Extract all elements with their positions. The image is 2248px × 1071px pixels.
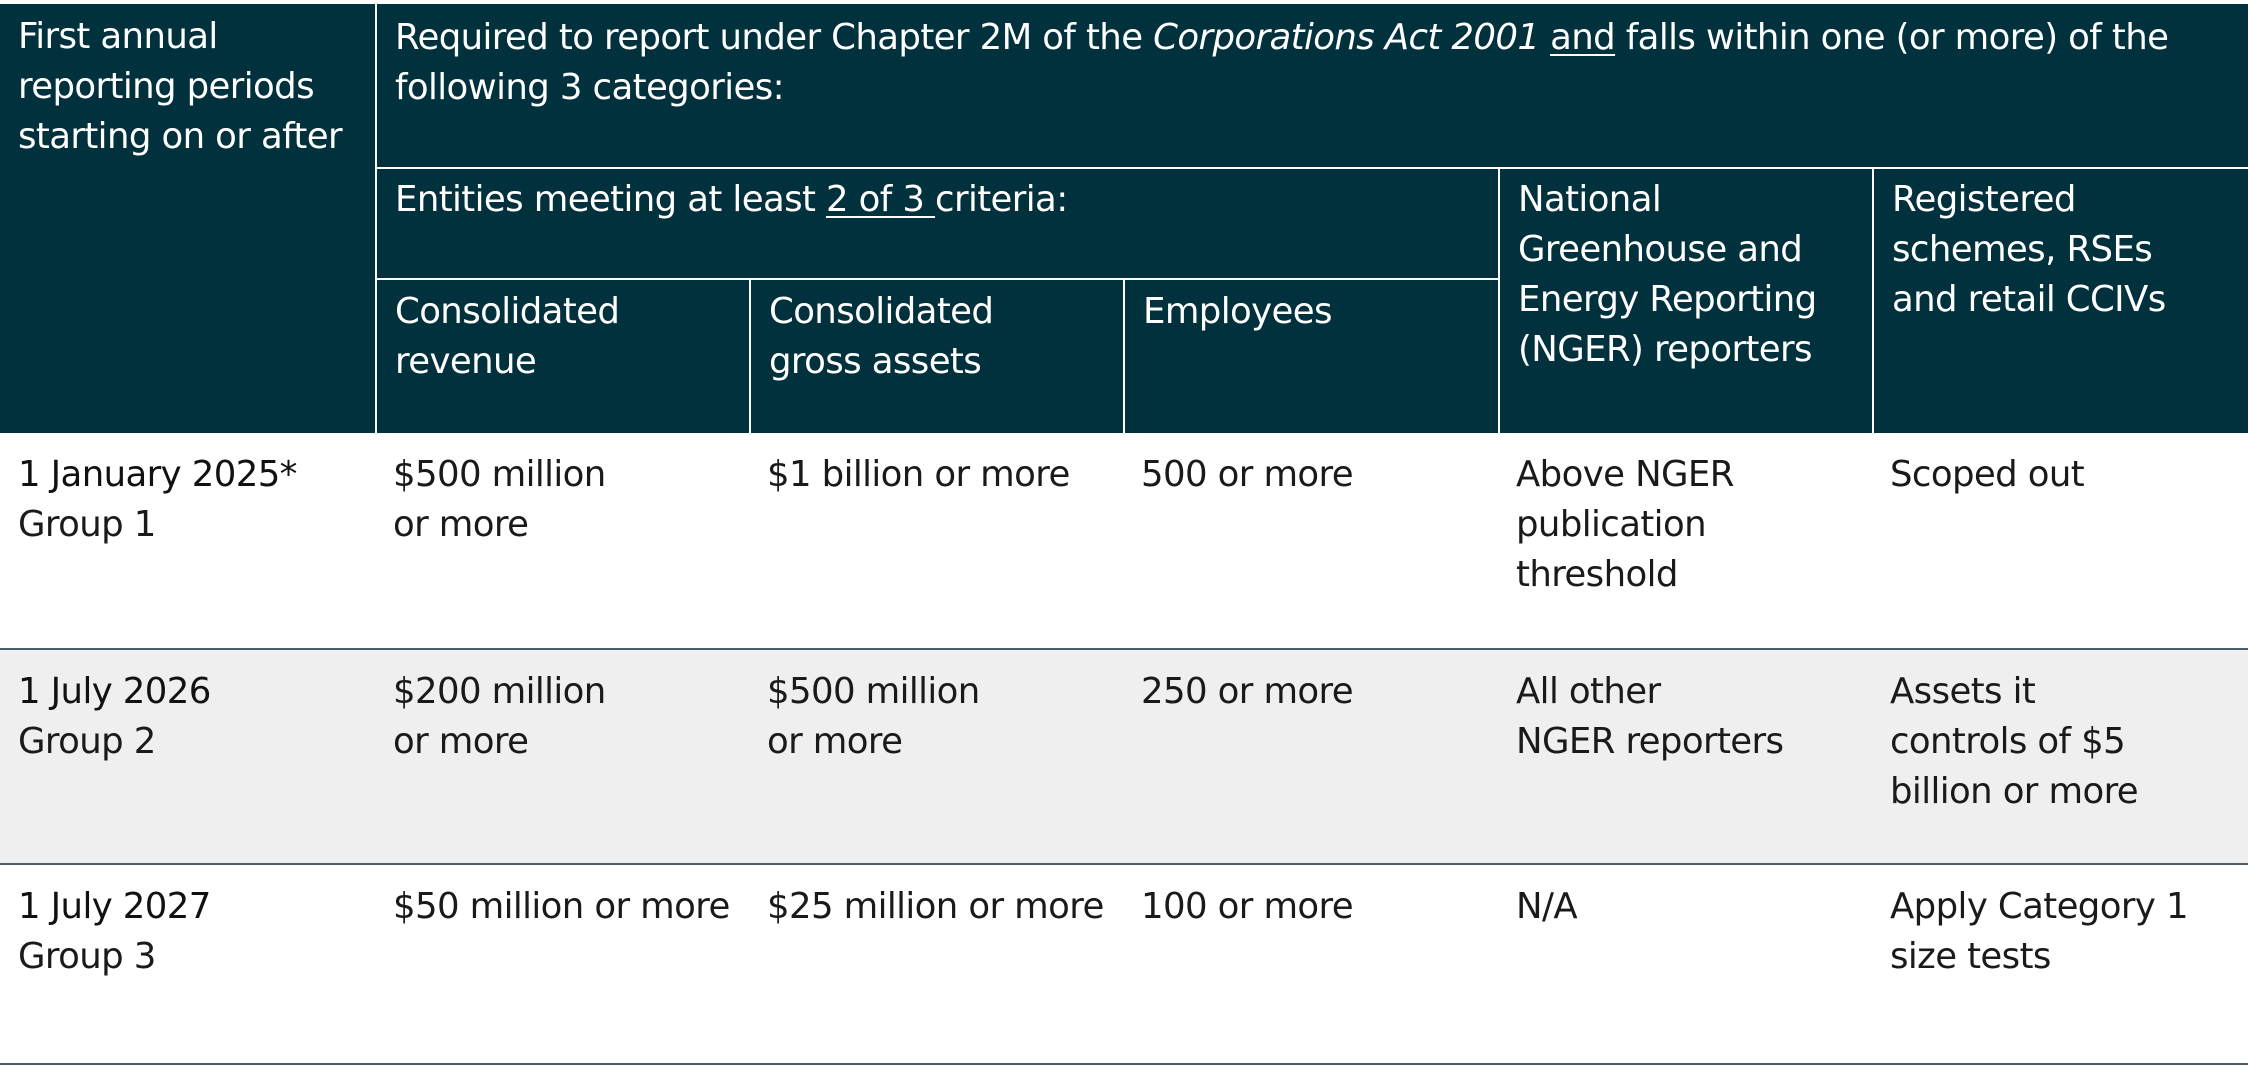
header-line: National xyxy=(1518,179,1662,220)
header-line: (NGER) reporters xyxy=(1518,329,1813,370)
header-employees: Employees xyxy=(1123,278,1498,433)
header-criteria-emph: 2 of 3 xyxy=(826,179,936,220)
header-line: starting on or after xyxy=(18,116,343,157)
cell-line: NGER reporters xyxy=(1516,721,1784,762)
row3-assets-cell: $25 million or more xyxy=(749,863,1123,1063)
row2-registered-cell: Assets it controls of $5 billion or more xyxy=(1872,648,2248,863)
header-main-and: and xyxy=(1550,17,1616,58)
header-line: Registered xyxy=(1892,179,2076,220)
row2-nger-cell: All other NGER reporters xyxy=(1498,648,1872,863)
header-consolidated-gross-assets: Consolidated gross assets xyxy=(749,278,1123,433)
cell-line: Scoped out xyxy=(1890,454,2085,495)
cell-line: $1 billion or more xyxy=(767,454,1070,495)
cell-line: or more xyxy=(393,504,529,545)
cell-line: Above NGER xyxy=(1516,454,1734,495)
header-line: Employees xyxy=(1143,291,1333,332)
header-main-suffix: falls within one (or more) of the xyxy=(1615,17,2169,58)
cell-line: threshold xyxy=(1516,554,1678,595)
header-nger-reporters: National Greenhouse and Energy Reporting… xyxy=(1498,167,1872,433)
cell-line: 100 or more xyxy=(1141,886,1354,927)
header-line: reporting periods xyxy=(18,66,315,107)
header-line: Energy Reporting xyxy=(1518,279,1817,320)
table-bottom-divider xyxy=(0,1063,2248,1065)
header-main-prefix: Required to report under Chapter 2M of t… xyxy=(395,17,1154,58)
header-line: and retail CCIVs xyxy=(1892,279,2166,320)
header-consolidated-revenue: Consolidated revenue xyxy=(375,278,749,433)
cell-line: $500 million xyxy=(393,454,606,495)
row2-date-cell: 1 July 2026 Group 2 xyxy=(0,648,375,863)
row-date: 1 July 2027 xyxy=(18,886,211,927)
cell-line: Apply Category 1 xyxy=(1890,886,2189,927)
cell-line: Assets it xyxy=(1890,671,2036,712)
row1-assets-cell: $1 billion or more xyxy=(749,433,1123,648)
row1-nger-cell: Above NGER publication threshold xyxy=(1498,433,1872,648)
cell-line: or more xyxy=(393,721,529,762)
row3-date-cell: 1 July 2027 Group 3 xyxy=(0,863,375,1063)
row-group: Group 1 xyxy=(18,504,156,545)
row2-assets-cell: $500 million or more xyxy=(749,648,1123,863)
cell-line: billion or more xyxy=(1890,771,2139,812)
row2-revenue-cell: $200 million or more xyxy=(375,648,749,863)
cell-line: $50 million or more xyxy=(393,886,730,927)
header-line: revenue xyxy=(395,341,537,382)
header-line: Required to report under Chapter 2M of t… xyxy=(395,13,2230,63)
cell-line: controls of $5 xyxy=(1890,721,2126,762)
row2-employees-cell: 250 or more xyxy=(1123,648,1498,863)
header-line: following 3 categories: xyxy=(395,67,785,108)
cell-line: publication xyxy=(1516,504,1707,545)
row-group: Group 3 xyxy=(18,936,156,977)
cell-line: or more xyxy=(767,721,903,762)
row1-registered-cell: Scoped out xyxy=(1872,433,2248,648)
header-criteria-suffix: criteria: xyxy=(935,179,1068,220)
header-line: First annual xyxy=(18,16,218,57)
header-criteria: Entities meeting at least 2 of 3 criteri… xyxy=(375,167,1498,278)
row1-date-cell: 1 January 2025* Group 1 xyxy=(0,433,375,648)
row1-revenue-cell: $500 million or more xyxy=(375,433,749,648)
header-registered-schemes: Registered schemes, RSEs and retail CCIV… xyxy=(1872,167,2248,433)
header-criteria-prefix: Entities meeting at least xyxy=(395,179,826,220)
header-line: gross assets xyxy=(769,341,982,382)
header-line: schemes, RSEs xyxy=(1892,229,2153,270)
row3-revenue-cell: $50 million or more xyxy=(375,863,749,1063)
corporations-act-title: Corporations Act 2001 xyxy=(1153,17,1540,58)
row-group: Group 2 xyxy=(18,721,156,762)
cell-line: size tests xyxy=(1890,936,2051,977)
row3-employees-cell: 100 or more xyxy=(1123,863,1498,1063)
cell-line: All other xyxy=(1516,671,1661,712)
cell-line: N/A xyxy=(1516,886,1578,927)
row3-registered-cell: Apply Category 1 size tests xyxy=(1872,863,2248,1063)
row-date: 1 January 2025* xyxy=(18,454,297,495)
header-line: Consolidated xyxy=(769,291,994,332)
row1-employees-cell: 500 or more xyxy=(1123,433,1498,648)
header-line: Consolidated xyxy=(395,291,620,332)
cell-line: $500 million xyxy=(767,671,980,712)
header-required-to-report: Required to report under Chapter 2M of t… xyxy=(375,4,2248,167)
reporting-requirements-table: First annual reporting periods starting … xyxy=(0,4,2248,1063)
cell-line: $25 million or more xyxy=(767,886,1104,927)
cell-line: 500 or more xyxy=(1141,454,1354,495)
header-line: Greenhouse and xyxy=(1518,229,1803,270)
row-date: 1 July 2026 xyxy=(18,671,211,712)
row3-nger-cell: N/A xyxy=(1498,863,1872,1063)
header-first-annual-reporting: First annual reporting periods starting … xyxy=(0,4,375,433)
cell-line: $200 million xyxy=(393,671,606,712)
cell-line: 250 or more xyxy=(1141,671,1354,712)
